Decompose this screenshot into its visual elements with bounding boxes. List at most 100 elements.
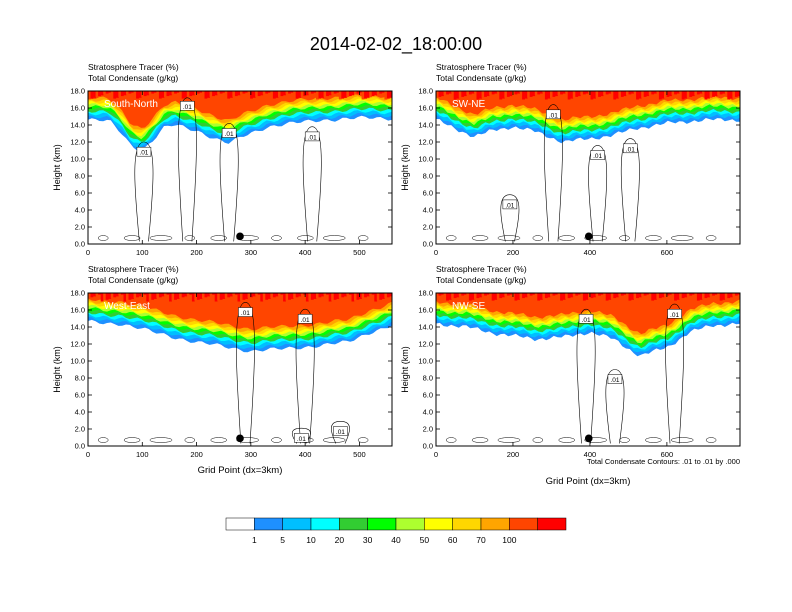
surface-contour — [645, 437, 662, 443]
tracer-streak — [737, 91, 740, 97]
tracer-streak — [186, 91, 190, 97]
tracer-streak — [605, 91, 609, 95]
tracer-streak — [712, 293, 715, 296]
tracer-streak — [552, 293, 556, 296]
tracer-streak — [371, 293, 375, 295]
tracer-streak — [560, 293, 563, 301]
tracer-streak — [267, 91, 271, 93]
panel-title-tracer: Stratosphere Tracer (%) — [436, 264, 527, 274]
y-tick-label: 4.0 — [75, 206, 85, 215]
tracer-streak — [146, 293, 150, 302]
tracer-streak — [550, 91, 553, 98]
tracer-streak — [664, 91, 667, 98]
tracer-streak — [674, 91, 677, 95]
tracer-streak — [648, 293, 652, 302]
tracer-streak — [308, 293, 312, 301]
tracer-streak — [638, 293, 642, 298]
tracer-streak — [580, 91, 584, 96]
tracer-streak — [441, 91, 444, 97]
tracer-streak — [346, 293, 350, 296]
tracer-streak — [696, 293, 700, 301]
tracer-streak — [628, 91, 632, 95]
panel-title-condensate: Total Condensate (g/kg) — [436, 73, 526, 83]
tracer-streak — [603, 293, 607, 302]
colorbar-label: 5 — [280, 535, 285, 545]
tracer-streak — [615, 293, 619, 298]
tracer-streak — [651, 91, 655, 95]
tracer-streak — [694, 91, 698, 96]
tracer-streak — [610, 91, 614, 93]
tracer-streak — [512, 293, 515, 302]
tracer-streak — [448, 293, 452, 300]
tracer-streak — [214, 293, 218, 302]
tracer-streak — [446, 293, 449, 301]
tracer-streak — [631, 91, 634, 94]
tracer-streak — [88, 91, 91, 100]
tracer-streak — [323, 293, 327, 296]
tracer-streak — [179, 91, 183, 100]
tracer-streak — [278, 293, 281, 296]
tracer-streak — [280, 293, 284, 295]
tracer-streak — [595, 293, 599, 297]
tracer-streak — [356, 293, 360, 300]
tracer-streak — [212, 91, 215, 97]
contour-label-box — [667, 309, 682, 319]
tracer-streak — [308, 91, 312, 95]
tracer-streak — [471, 91, 475, 94]
tracer-streak — [691, 293, 695, 295]
panel-label: West-East — [104, 301, 150, 312]
tracer-streak — [214, 91, 218, 96]
panel-title-tracer: Stratosphere Tracer (%) — [436, 62, 527, 72]
tracer-streak — [133, 91, 137, 100]
tracer-streak — [547, 293, 551, 298]
tracer-streak — [441, 293, 444, 295]
condensate-contour — [331, 421, 350, 444]
tracer-streak — [252, 293, 256, 297]
tracer-streak — [593, 293, 596, 298]
tracer-streak — [496, 91, 500, 93]
tracer-streak — [709, 293, 713, 297]
tracer-streak — [138, 91, 142, 98]
tracer-streak — [468, 91, 472, 95]
tracer-band — [436, 293, 740, 335]
y-tick-label: 2.0 — [75, 223, 85, 232]
y-tick-label: 14.0 — [418, 323, 433, 332]
tracer-streak — [479, 293, 482, 298]
tracer-streak — [501, 91, 505, 99]
tracer-streak — [136, 293, 139, 298]
tracer-streak — [486, 91, 490, 97]
y-axis-label: Height (km) — [52, 346, 62, 393]
tracer-streak — [204, 293, 208, 298]
tracer-streak — [562, 293, 566, 300]
y-tick-label: 0.0 — [423, 442, 433, 451]
tracer-streak — [174, 293, 177, 300]
tracer-streak — [514, 91, 518, 95]
x-tick-label: 200 — [190, 450, 203, 459]
tracer-streak — [196, 293, 200, 300]
tracer-streak — [191, 293, 195, 302]
tracer-streak — [522, 293, 525, 299]
tracer-streak — [653, 293, 657, 300]
tracer-streak — [651, 293, 655, 301]
surface-contour — [297, 235, 314, 241]
y-tick-label: 2.0 — [423, 223, 433, 232]
surface-contour — [184, 437, 196, 443]
tracer-streak — [126, 91, 129, 95]
tracer-streak — [565, 293, 569, 299]
tracer-streak — [240, 91, 243, 95]
contour-label: .01 — [582, 317, 591, 324]
surface-contour — [271, 235, 282, 241]
tracer-streak — [712, 91, 715, 97]
tracer-streak — [610, 293, 614, 299]
tracer-streak — [707, 293, 710, 298]
tracer-streak — [245, 91, 248, 93]
tracer-streak — [555, 91, 558, 97]
tracer-streak — [714, 293, 718, 295]
colorbar-box — [254, 517, 283, 531]
contour-label-box — [294, 433, 309, 443]
tracer-streak — [300, 293, 304, 296]
panel-label: South-North — [104, 99, 158, 110]
tracer-streak — [128, 293, 132, 300]
tracer-streak — [732, 293, 736, 297]
